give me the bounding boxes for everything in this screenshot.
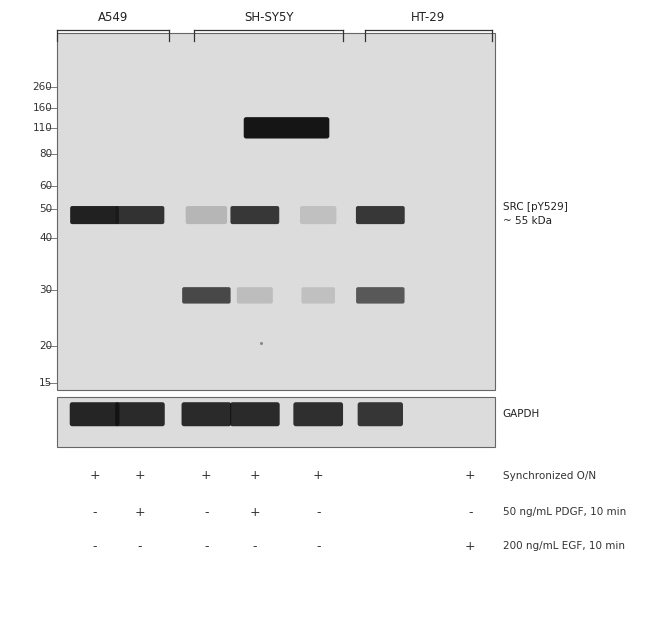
FancyBboxPatch shape — [302, 287, 335, 304]
Text: -: - — [92, 540, 97, 553]
Text: 60: 60 — [39, 181, 53, 191]
FancyBboxPatch shape — [358, 402, 403, 426]
FancyBboxPatch shape — [70, 206, 119, 224]
Text: -: - — [468, 505, 473, 519]
FancyBboxPatch shape — [300, 206, 337, 224]
Text: +: + — [465, 469, 476, 482]
Text: -: - — [92, 505, 97, 519]
Text: Synchronized O/N: Synchronized O/N — [502, 471, 596, 481]
FancyBboxPatch shape — [293, 402, 343, 426]
FancyBboxPatch shape — [115, 402, 164, 426]
Text: +: + — [135, 469, 145, 482]
Text: 80: 80 — [39, 149, 53, 159]
Text: +: + — [313, 469, 324, 482]
Text: -: - — [253, 540, 257, 553]
Bar — [57, 396, 495, 447]
FancyBboxPatch shape — [237, 287, 273, 304]
Text: A549: A549 — [98, 11, 129, 23]
Text: 50 ng/mL PDGF, 10 min: 50 ng/mL PDGF, 10 min — [502, 507, 626, 518]
Text: 200 ng/mL EGF, 10 min: 200 ng/mL EGF, 10 min — [502, 542, 625, 551]
FancyBboxPatch shape — [116, 206, 164, 224]
Bar — [57, 33, 495, 390]
FancyBboxPatch shape — [70, 402, 120, 426]
Text: -: - — [316, 540, 320, 553]
Text: -: - — [138, 540, 142, 553]
Text: SRC [pY529]
~ 55 kDa: SRC [pY529] ~ 55 kDa — [502, 202, 567, 226]
Text: 160: 160 — [32, 103, 53, 112]
Text: 40: 40 — [39, 233, 53, 243]
Text: 260: 260 — [32, 82, 53, 91]
Text: +: + — [465, 540, 476, 553]
FancyBboxPatch shape — [182, 287, 231, 304]
Text: 110: 110 — [32, 123, 53, 133]
FancyBboxPatch shape — [356, 206, 405, 224]
Text: GAPDH: GAPDH — [502, 409, 540, 419]
Text: 20: 20 — [39, 341, 53, 351]
Text: +: + — [135, 505, 145, 519]
Text: -: - — [316, 505, 320, 519]
Text: 30: 30 — [39, 284, 53, 295]
FancyBboxPatch shape — [230, 402, 280, 426]
Text: 50: 50 — [39, 204, 53, 214]
Text: HT-29: HT-29 — [411, 11, 446, 23]
Text: SH-SY5Y: SH-SY5Y — [244, 11, 293, 23]
Text: -: - — [204, 540, 209, 553]
FancyBboxPatch shape — [230, 206, 280, 224]
FancyBboxPatch shape — [356, 287, 404, 304]
FancyBboxPatch shape — [244, 117, 330, 138]
FancyBboxPatch shape — [181, 402, 231, 426]
Text: +: + — [250, 469, 260, 482]
Text: 15: 15 — [39, 378, 53, 387]
Text: +: + — [250, 505, 260, 519]
Text: -: - — [204, 505, 209, 519]
FancyBboxPatch shape — [186, 206, 227, 224]
Text: +: + — [89, 469, 100, 482]
Text: +: + — [201, 469, 212, 482]
